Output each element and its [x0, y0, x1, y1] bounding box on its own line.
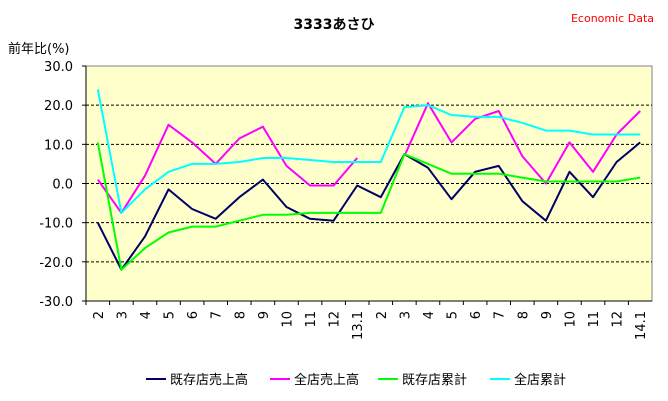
y-tick-label: 30.0 — [44, 60, 73, 75]
y-axis-label: 前年比(%) — [8, 42, 70, 57]
y-tick-label: 20.0 — [44, 99, 73, 114]
chart-title: 3333あさひ — [293, 17, 375, 33]
x-tick-label: 7 — [493, 311, 508, 319]
x-tick-label: 7 — [210, 311, 225, 319]
x-tick-label: 9 — [257, 311, 272, 319]
series-line-3 — [96, 142, 641, 271]
x-tick-label: 3 — [115, 311, 130, 319]
x-tick-label: 11 — [304, 311, 319, 328]
legend-label: 全店売上高 — [294, 372, 359, 388]
x-tick-label: 10 — [280, 311, 295, 328]
x-tick-label: 10 — [563, 311, 578, 328]
y-tick-label: -20.0 — [39, 256, 73, 271]
x-tick-label: 5 — [446, 311, 461, 319]
y-tick-label: 0.0 — [52, 178, 73, 193]
y-tick-label: -30.0 — [39, 295, 73, 310]
x-tick-label: 5 — [163, 311, 178, 319]
series-line-4 — [96, 89, 641, 214]
y-tick-label: -10.0 — [39, 217, 73, 232]
x-tick-label: 14.1 — [634, 311, 649, 340]
x-tick-label: 12 — [328, 311, 343, 328]
x-tick-label: 8 — [233, 311, 248, 319]
x-tick-label: 12 — [611, 311, 626, 328]
x-tick-label: 2 — [375, 311, 390, 319]
x-tick-label: 3 — [398, 311, 413, 319]
series-line-1 — [96, 141, 641, 271]
y-tick-label: 10.0 — [44, 138, 73, 153]
x-tick-label: 4 — [422, 311, 437, 319]
x-tick-label: 6 — [469, 311, 484, 319]
legend-label: 全店累計 — [514, 372, 566, 388]
legend-label: 既存店売上高 — [170, 372, 248, 388]
x-tick-label: 11 — [587, 311, 602, 328]
x-tick-label: 9 — [540, 311, 555, 319]
x-tick-label: 13.1 — [351, 311, 366, 340]
x-tick-label: 6 — [186, 311, 201, 319]
watermark-text: Economic Data — [570, 12, 654, 25]
legend-label: 既存店累計 — [402, 372, 467, 388]
series-line-2 — [403, 102, 641, 185]
series-line-2 — [96, 123, 358, 214]
x-tick-label: 8 — [516, 311, 531, 319]
x-tick-label: 4 — [139, 311, 154, 319]
x-tick-label: 2 — [92, 311, 107, 319]
